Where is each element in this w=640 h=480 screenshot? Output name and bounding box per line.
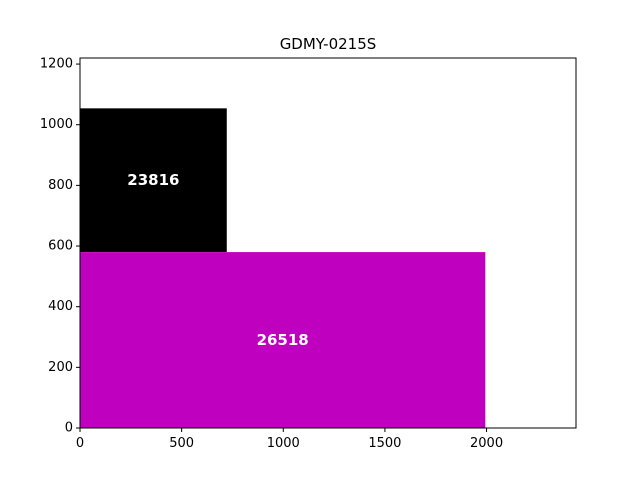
y-tick-label-6: 1200 [40, 57, 73, 72]
bar-label-0: 23816 [127, 171, 179, 189]
x-tick-label-2: 1000 [267, 436, 300, 451]
x-tick-label-1: 500 [169, 436, 194, 451]
y-tick-label-1: 200 [48, 360, 73, 375]
plot-frame [79, 57, 577, 429]
x-tick-label-0: 0 [76, 436, 84, 451]
bar-label-1: 26518 [257, 331, 309, 349]
bar-rect-1 [80, 252, 486, 428]
x-tick-label-3: 1500 [368, 436, 401, 451]
y-tick-label-4: 800 [48, 178, 73, 193]
y-tick-label-3: 600 [48, 239, 73, 254]
y-tick-label-2: 400 [48, 299, 73, 314]
chart-title: GDMY-0215S [280, 35, 377, 53]
x-axis: 0 500 1000 1500 2000 [76, 428, 503, 451]
bar-rect-0 [80, 108, 227, 253]
y-tick-label-5: 1000 [40, 117, 73, 132]
rects-layer: 23816 26518 [80, 108, 486, 428]
y-axis: 0 200 400 600 800 1000 1200 [40, 57, 80, 436]
y-tick-label-0: 0 [65, 421, 73, 436]
x-tick-label-4: 2000 [470, 436, 503, 451]
